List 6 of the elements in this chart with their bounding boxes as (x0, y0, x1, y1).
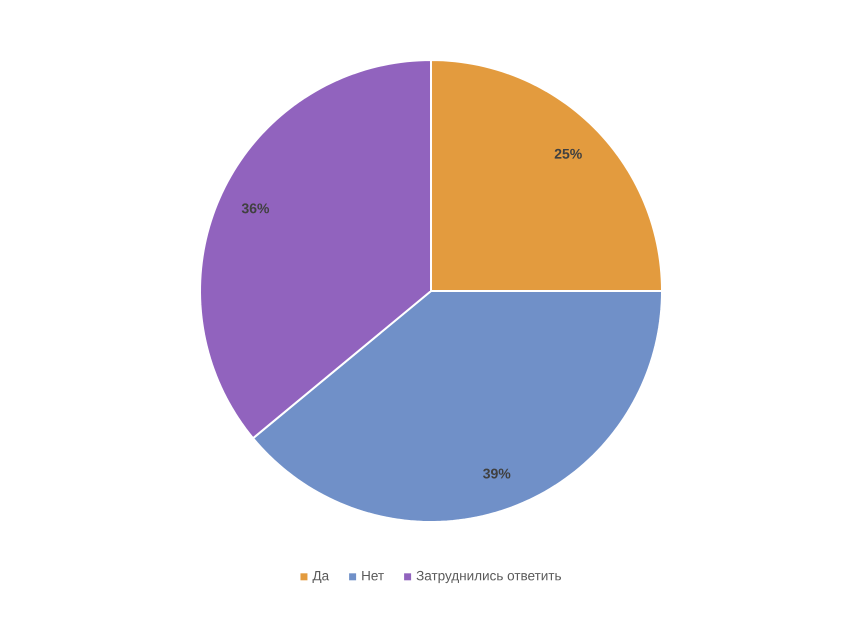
legend-label: Нет (362, 571, 384, 580)
legend-label: Да (312, 571, 330, 584)
legend-label: Затруднились ответить (416, 570, 561, 584)
data-label: 36% (242, 203, 270, 214)
data-label: 39% (483, 468, 510, 479)
data-label: 25% (554, 148, 582, 159)
